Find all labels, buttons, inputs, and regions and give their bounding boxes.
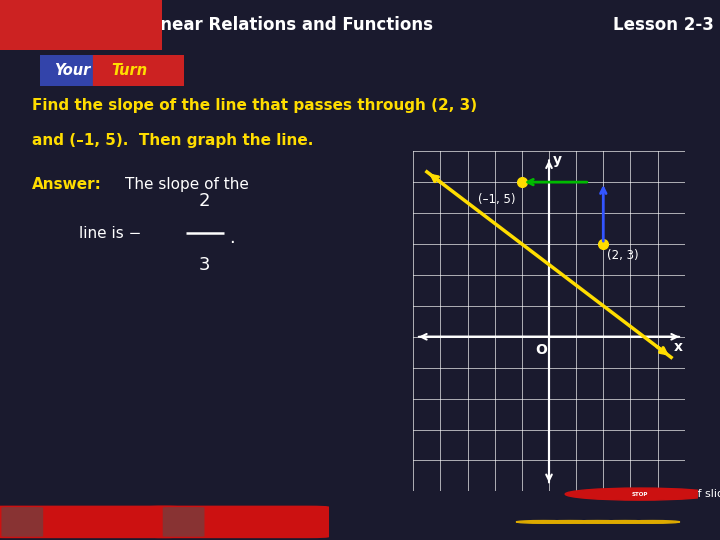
Circle shape [516, 521, 571, 523]
FancyBboxPatch shape [0, 505, 182, 538]
Text: Find the slope of the line that passes through (2, 3): Find the slope of the line that passes t… [32, 98, 477, 113]
Text: and (–1, 5).  Then graph the line.: and (–1, 5). Then graph the line. [32, 133, 314, 147]
Text: 5-Minute Check: 5-Minute Check [192, 517, 283, 527]
Text: STOP: STOP [631, 491, 648, 497]
Text: .: . [229, 229, 235, 247]
Circle shape [543, 521, 598, 523]
Text: Your: Your [54, 63, 91, 78]
Text: The slope of the: The slope of the [125, 177, 249, 192]
Circle shape [565, 488, 714, 500]
Text: Lesson 2-3: Lesson 2-3 [613, 16, 714, 34]
FancyBboxPatch shape [28, 52, 195, 89]
Text: (–1, 5): (–1, 5) [477, 193, 515, 206]
Text: line is −: line is − [79, 226, 141, 241]
Text: Linear Relations and Functions: Linear Relations and Functions [144, 16, 433, 34]
Circle shape [598, 521, 652, 523]
Text: End of slide: End of slide [667, 489, 720, 499]
Text: (2, 3): (2, 3) [608, 248, 639, 261]
FancyBboxPatch shape [0, 0, 162, 53]
FancyBboxPatch shape [93, 52, 197, 89]
Text: 2: 2 [199, 192, 210, 211]
Text: Answer:: Answer: [32, 177, 102, 192]
Text: Turn: Turn [112, 63, 148, 78]
Text: Chapter 2: Chapter 2 [4, 18, 88, 32]
Text: 3: 3 [199, 256, 210, 274]
Circle shape [625, 521, 680, 523]
Text: O: O [536, 343, 547, 357]
Text: Extra Examples: Extra Examples [38, 517, 129, 527]
FancyBboxPatch shape [145, 505, 329, 538]
Circle shape [570, 521, 625, 523]
FancyBboxPatch shape [1, 507, 43, 537]
FancyBboxPatch shape [163, 507, 204, 537]
Text: x: x [674, 340, 683, 354]
Text: y: y [553, 153, 562, 166]
